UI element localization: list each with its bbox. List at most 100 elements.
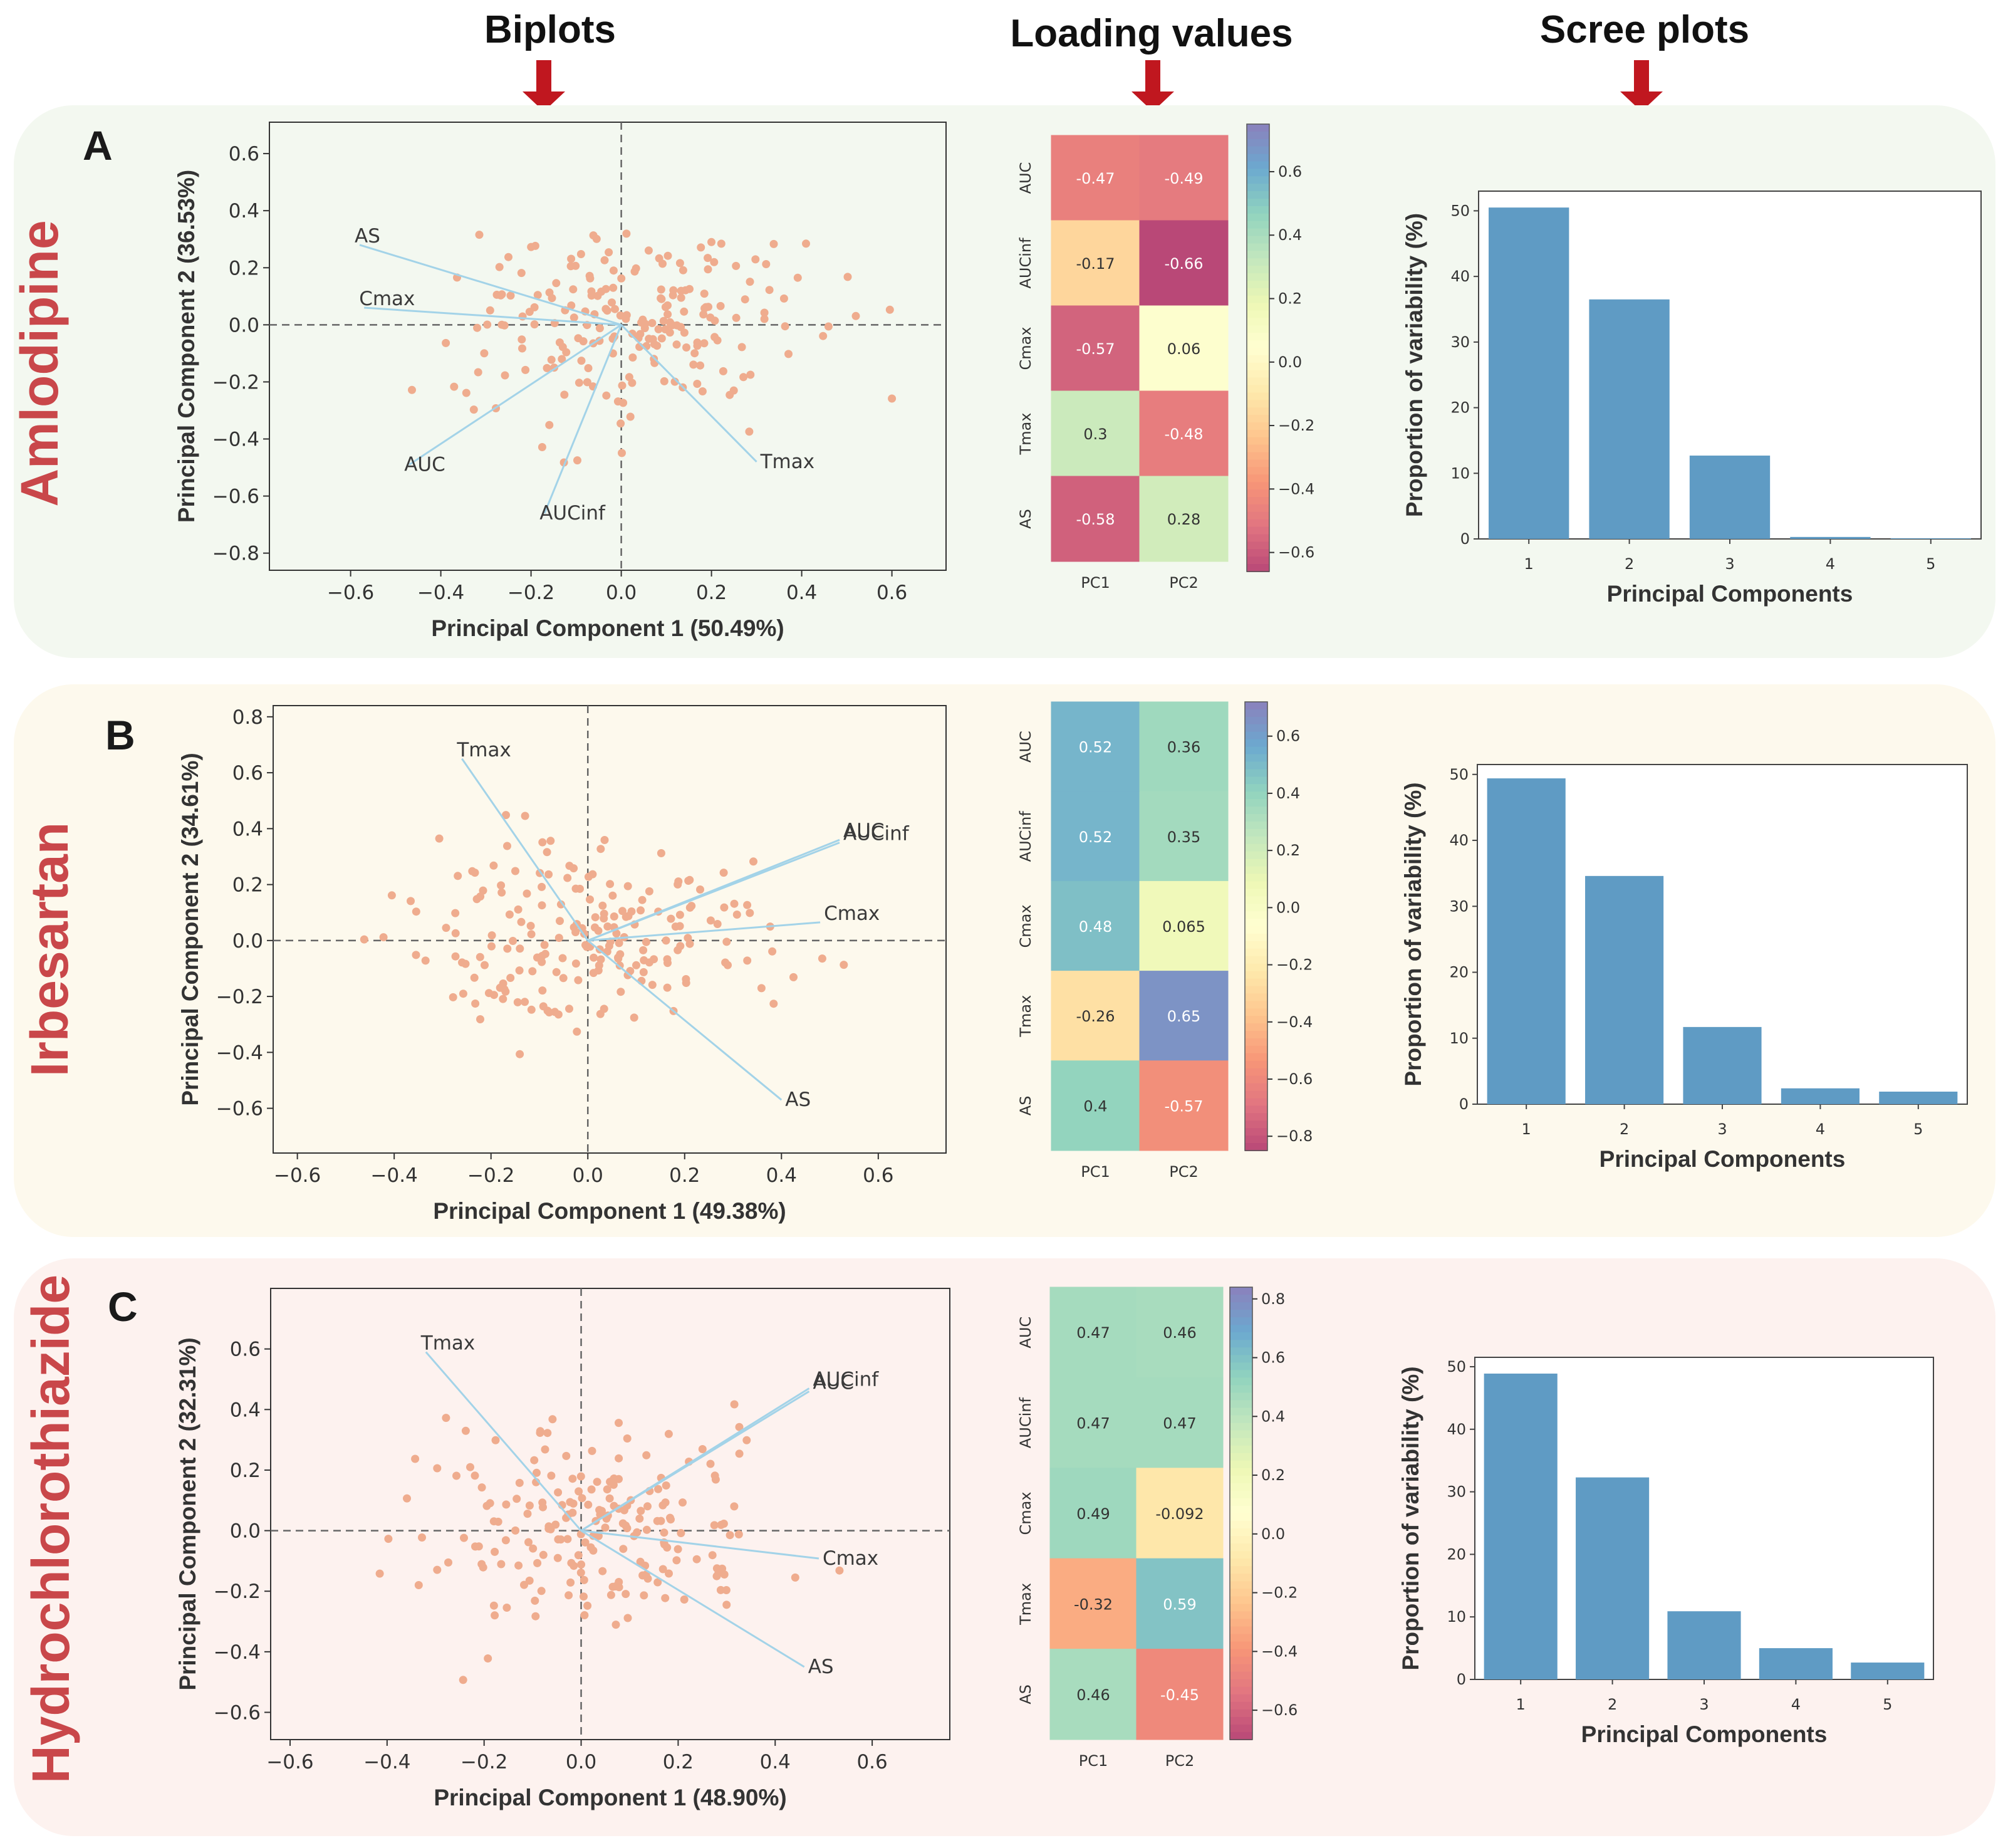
data-point (661, 1498, 670, 1507)
data-point (576, 884, 584, 893)
colorbar-segment (1247, 355, 1269, 363)
data-point (412, 907, 420, 916)
data-point (640, 324, 649, 333)
loading-vector (461, 758, 589, 941)
colorbar-segment (1245, 1016, 1267, 1025)
colorbar-segment (1230, 1611, 1252, 1620)
data-point (511, 867, 519, 875)
data-point (479, 886, 487, 895)
data-point (567, 301, 576, 310)
heatmap-cell (1139, 1060, 1229, 1151)
data-point (680, 307, 689, 316)
data-point (710, 258, 719, 266)
colorbar-segment (1230, 1453, 1252, 1461)
data-point (501, 1536, 510, 1545)
data-point (622, 1590, 630, 1599)
data-point (616, 419, 625, 428)
colorbar-segment (1230, 1528, 1252, 1537)
y-tick-label: 40 (1450, 268, 1470, 285)
colorbar-tick-label: −0.6 (1261, 1701, 1298, 1719)
data-point (605, 1494, 614, 1503)
data-point (601, 1523, 610, 1532)
data-point (554, 1488, 563, 1496)
heatmap-row-label: AUCinf (1017, 811, 1034, 862)
data-point (525, 308, 534, 316)
data-point (540, 941, 549, 949)
data-point (742, 1436, 751, 1444)
data-point (586, 1543, 595, 1552)
y-tick-label: −0.2 (212, 371, 259, 394)
data-point (489, 1517, 498, 1526)
data-point (530, 1456, 539, 1464)
data-point (677, 1529, 685, 1537)
vector-label: Cmax (824, 902, 880, 925)
colorbar-segment (1230, 1423, 1252, 1431)
data-point (521, 998, 529, 1006)
data-point (719, 869, 728, 877)
data-point (470, 973, 479, 982)
heatmap-row-label: Tmax (1017, 413, 1034, 456)
colorbar-segment (1230, 1679, 1252, 1688)
x-tick-label: −0.6 (274, 1164, 321, 1187)
loading-vector (543, 324, 622, 514)
data-point (623, 1434, 632, 1443)
data-point (460, 1533, 468, 1542)
y-tick-label: 0.0 (230, 1520, 261, 1543)
y-tick-label: −0.6 (212, 486, 259, 508)
data-point (594, 1532, 603, 1540)
data-point (480, 349, 489, 358)
colorbar-segment (1245, 1098, 1267, 1107)
data-point (608, 1582, 617, 1591)
x-axis-label: Principal Component 1 (49.38%) (433, 1198, 786, 1224)
data-point (717, 1520, 726, 1529)
vector-label: Tmax (456, 739, 511, 761)
heatmap-cell (1051, 880, 1140, 972)
colorbar-segment (1247, 429, 1269, 438)
data-point (497, 320, 506, 329)
bar (1667, 1611, 1741, 1679)
data-point (474, 368, 482, 377)
data-point (605, 248, 613, 257)
data-point (623, 882, 632, 890)
data-point (628, 378, 637, 387)
x-tick-label: 0.0 (606, 582, 637, 604)
heatmap-cell-label: 0.48 (1079, 918, 1112, 936)
x-tick-label: 0.6 (856, 1751, 887, 1773)
data-point (818, 954, 826, 963)
data-point (700, 290, 709, 298)
colorbar-segment (1245, 1090, 1267, 1099)
bar (1683, 1026, 1762, 1104)
colorbar-segment (1247, 497, 1269, 505)
data-point (888, 394, 897, 403)
heatmap-cell-label: 0.3 (1083, 425, 1107, 443)
data-point (617, 274, 626, 283)
data-point (693, 380, 702, 388)
heatmap-cell (1139, 135, 1229, 221)
data-point (461, 1426, 470, 1435)
colorbar-segment (1245, 904, 1267, 912)
data-point (663, 301, 672, 310)
data-point (454, 872, 462, 880)
y-tick-label: 0.4 (230, 1399, 261, 1421)
data-point (529, 1544, 538, 1553)
x-tick-label: −0.6 (327, 582, 374, 604)
heatmap-row-label: Cmax (1017, 904, 1034, 947)
loading-vector (587, 939, 783, 1101)
heatmap-cell (1049, 1649, 1137, 1740)
data-point (616, 988, 625, 996)
colorbar-segment (1230, 1701, 1252, 1710)
data-point (824, 322, 833, 331)
data-point (598, 901, 607, 910)
heatmap-cell-label: 0.35 (1167, 828, 1200, 846)
colorbar-segment (1230, 1543, 1252, 1552)
data-point (588, 1446, 596, 1455)
data-point (674, 877, 683, 886)
data-point (654, 325, 663, 333)
x-tick-label: 0.4 (786, 582, 817, 604)
colorbar-segment (1247, 526, 1269, 535)
colorbar-segment (1247, 549, 1269, 558)
data-point (704, 265, 712, 274)
